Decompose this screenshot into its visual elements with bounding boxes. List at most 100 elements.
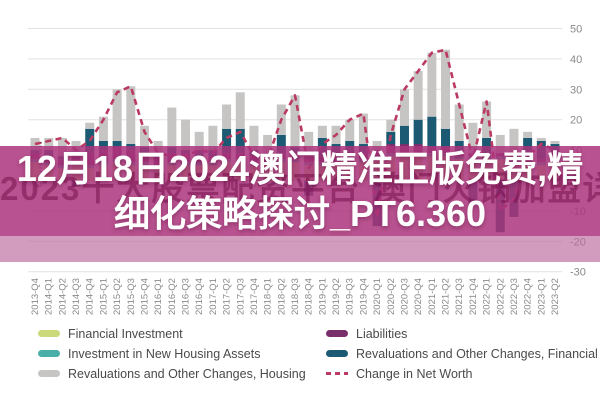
x-axis-tick-label: 2018-Q3	[290, 278, 301, 315]
bar-segment	[413, 119, 423, 145]
bar-segment	[550, 140, 560, 145]
legend-color-swatch	[38, 370, 60, 377]
x-axis-tick-label: 2022-Q4	[523, 278, 534, 315]
change-in-net-worth-line	[34, 48, 556, 219]
x-axis-tick-label: 2015-Q3	[126, 278, 137, 315]
x-axis-tick-label: 2018-Q2	[276, 278, 287, 315]
bar-segment	[222, 104, 232, 129]
bar-segment	[304, 131, 314, 157]
bar-segment	[235, 128, 245, 154]
x-axis-tick-label: 2014-Q3	[71, 278, 82, 315]
bar-segment	[399, 89, 409, 126]
legend-label: Revaluations and Other Changes, Housing	[68, 366, 306, 381]
y-axis-tick-label: 20	[570, 115, 582, 127]
bar-segment	[358, 113, 368, 145]
x-axis-tick-label: 2019-Q1	[317, 278, 328, 315]
overlay-banner-band	[0, 146, 600, 236]
legend-label: Change in Net Worth	[356, 366, 473, 381]
overlay-banner-lower-strip	[0, 236, 600, 262]
bar-segment	[509, 128, 519, 157]
y-axis-tick-label: 40	[570, 54, 582, 66]
x-axis-tick-label: 2022-Q3	[509, 278, 520, 315]
x-axis-tick-label: 2015-Q4	[139, 278, 150, 315]
bar-segment	[112, 140, 122, 148]
x-axis-tick-label: 2015-Q1	[98, 278, 109, 315]
legend-item: Revaluations and Other Changes, Financia…	[326, 346, 598, 361]
bar-segment	[126, 86, 136, 145]
x-axis-tick-label: 2021-Q2	[441, 278, 452, 315]
headline-line-2: 细化策略探讨_PT6.360	[113, 193, 487, 234]
legend-label: Liabilities	[356, 326, 408, 341]
x-axis-tick-label: 2020-Q3	[399, 278, 410, 315]
headline-text: 12月18日2024澳门精准正版免费,精 细化策略探讨_PT6.360	[0, 146, 600, 236]
bar-segment	[317, 125, 327, 138]
x-axis-tick-label: 2022-Q1	[482, 278, 493, 315]
bar-segment	[249, 125, 259, 151]
x-axis-tick-label: 2020-Q4	[413, 278, 424, 315]
x-axis-tick-label: 2020-Q1	[372, 278, 383, 315]
x-axis-tick-label: 2019-Q2	[331, 278, 342, 315]
bar-segment	[536, 137, 546, 141]
y-axis-tick-label: -30	[570, 267, 586, 279]
x-axis-tick-label: 2021-Q1	[427, 278, 438, 315]
bar-segment	[85, 128, 95, 154]
bar-segment	[276, 134, 286, 154]
bar-segment	[427, 52, 437, 117]
x-axis-tick-label: 2014-Q1	[44, 278, 55, 315]
bar-segment	[454, 104, 464, 141]
x-axis-tick-label: 2019-Q3	[345, 278, 356, 315]
y-axis-tick-label: 50	[570, 24, 582, 36]
bar-segment	[235, 92, 245, 129]
bar-segment	[98, 116, 108, 141]
x-axis-tick-label: 2014-Q2	[57, 278, 68, 315]
bar-segment	[167, 107, 177, 148]
x-axis-tick-label: 2016-Q2	[167, 278, 178, 315]
legend-label: Revaluations and Other Changes, Financia…	[356, 346, 598, 361]
x-axis-tick-label: 2016-Q3	[181, 278, 192, 315]
y-axis-tick-label: 30	[570, 84, 582, 96]
x-axis-tick-label: 2021-Q4	[468, 278, 479, 315]
legend-column-right: Liabilities Revaluations and Other Change…	[326, 326, 598, 381]
x-axis-tick-label: 2023-Q1	[536, 278, 547, 315]
x-axis-tick-label: 2018-Q1	[263, 278, 274, 315]
legend-color-swatch	[38, 350, 60, 357]
bar-segment	[427, 116, 437, 148]
x-axis-tick-label: 2014-Q4	[85, 278, 96, 315]
bar-segment	[372, 140, 382, 151]
x-axis-tick-label: 2017-Q1	[208, 278, 219, 315]
x-axis-tick-label: 2023-Q2	[550, 278, 561, 315]
bar-segment	[413, 71, 423, 120]
x-axis-tick-label: 2018-Q4	[304, 278, 315, 315]
bar-segment	[181, 119, 191, 151]
legend-item: Financial Investment	[38, 326, 326, 341]
x-axis-tick-label: 2016-Q4	[194, 278, 205, 315]
bar-segment	[194, 131, 204, 151]
bar-segment	[98, 140, 108, 151]
bar-segment	[345, 119, 355, 141]
chart-legend: Financial Investment Investment in New Ho…	[0, 326, 600, 381]
legend-item: Change in Net Worth	[326, 366, 598, 381]
bar-segment	[386, 119, 396, 132]
bar-segment	[263, 134, 273, 154]
bar-segment	[482, 137, 492, 154]
legend-column-left: Financial Investment Investment in New Ho…	[38, 326, 326, 381]
legend-label: Investment in New Housing Assets	[68, 346, 261, 361]
x-axis-tick-label: 2022-Q2	[495, 278, 506, 315]
legend-item: Revaluations and Other Changes, Housing	[38, 366, 326, 381]
bar-segment	[482, 101, 492, 138]
legend-label: Financial Investment	[68, 326, 183, 341]
bar-segment	[139, 125, 149, 148]
bar-segment	[495, 134, 505, 154]
watermark-text: 2023十大股票配资平台 澳门火锅加盟详情攻略	[0, 170, 600, 207]
bar-segment	[468, 122, 478, 154]
bar-segment	[399, 125, 409, 145]
x-axis-tick-label: 2015-Q2	[112, 278, 123, 315]
bar-segment	[85, 122, 95, 129]
legend-dashed-line-swatch	[326, 372, 348, 375]
bar-segment	[290, 95, 300, 148]
x-axis-tick-label: 2017-Q4	[249, 278, 260, 315]
bar-segment	[208, 125, 218, 151]
headline-line-1: 12月18日2024澳门精准正版免费,精	[16, 148, 584, 189]
legend-color-swatch	[326, 330, 348, 337]
